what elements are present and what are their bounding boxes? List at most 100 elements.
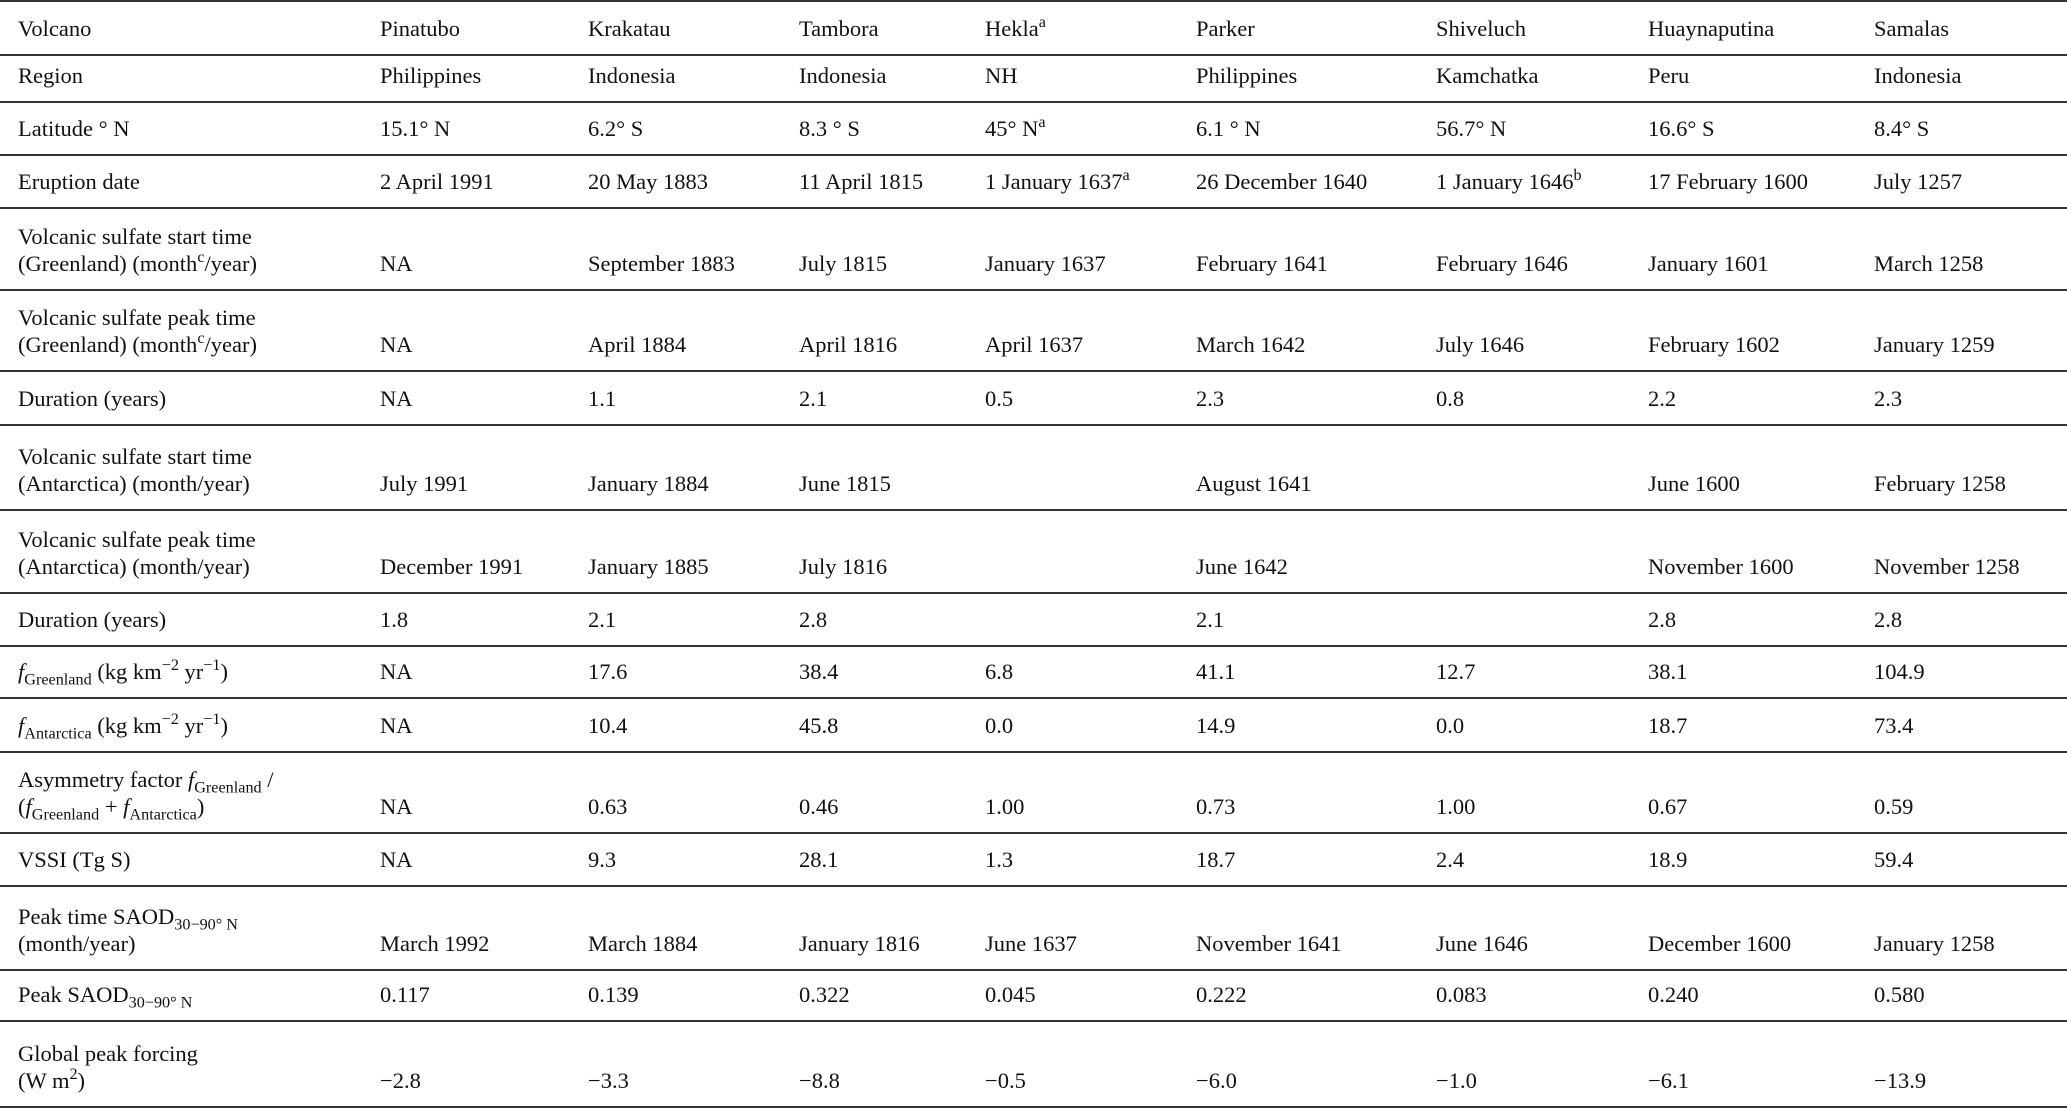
table-row: fGreenland (kg km−2 yr−1) NA 17.6 38.4 6.8 41…	[0, 645, 2067, 698]
table-cell: March 1642	[1196, 289, 1436, 371]
text-segment: (kg km	[91, 659, 162, 684]
table-cell: 6.1 ° N	[1196, 101, 1436, 155]
table-cell: July 1646	[1436, 289, 1648, 371]
table-cell	[1436, 509, 1648, 593]
table-cell: June 1815	[799, 424, 985, 510]
table-cell: September 1883	[588, 207, 799, 290]
text-segment: VSSI (Tg S)	[18, 847, 131, 872]
table-cell: 0.0	[985, 697, 1196, 752]
text-segment: 30−90° N	[174, 915, 238, 934]
table-row: VSSI (Tg S) NA 9.3 28.1 1.3 18.7 2.4 18.9 59.4	[0, 832, 2067, 886]
table-cell: 0.240	[1648, 969, 1874, 1021]
table-cell: −1.0	[1436, 1020, 1648, 1108]
table-cell: Peru	[1648, 54, 1874, 102]
text-segment: Eruption date	[18, 169, 140, 194]
table-cell: 8.3 ° S	[799, 101, 985, 155]
table-cell: 1.8	[380, 592, 588, 646]
text-segment: /year)	[204, 251, 257, 276]
table-cell: 0.73	[1196, 751, 1436, 833]
table-cell: February 1602	[1648, 289, 1874, 371]
table-row: fAntarctica (kg km−2 yr−1) NA 10.4 45.8 0.0 1…	[0, 697, 2067, 752]
row-label: Volcano	[0, 0, 380, 55]
table-row: Volcanic sulfate peak time (Greenland) (m…	[0, 289, 2067, 371]
table-cell: 0.083	[1436, 969, 1648, 1021]
text-segment: Region	[18, 63, 83, 88]
table-cell: 1.1	[588, 370, 799, 425]
table-row: Volcanic sulfate start time (Antarctica) …	[0, 424, 2067, 510]
table-cell: 28.1	[799, 832, 985, 886]
column-header: Tambora	[799, 0, 985, 55]
table-cell: 2 April 1991	[380, 154, 588, 208]
table-cell: December 1600	[1648, 885, 1874, 970]
table-cell: Indonesia	[799, 54, 985, 102]
text-segment: 1 January 1637	[985, 169, 1123, 194]
table-cell: 1 January 1646b	[1436, 154, 1648, 208]
column-header: Samalas	[1874, 0, 2067, 55]
text-segment: 30−90° N	[128, 993, 193, 1012]
text-segment: (Antarctica) (month/year)	[18, 554, 250, 579]
text-segment: Greenland	[24, 670, 92, 689]
row-label: Volcanic sulfate start time (Antarctica) …	[0, 424, 380, 510]
table-cell: NA	[380, 370, 588, 425]
text-segment: Peak time SAOD	[18, 904, 175, 929]
table-cell	[1436, 424, 1648, 510]
table-cell: January 1259	[1874, 289, 2067, 371]
table-cell: 20 May 1883	[588, 154, 799, 208]
column-header: Shiveluch	[1436, 0, 1648, 55]
text-segment: a	[1038, 113, 1046, 132]
table-cell: 11 April 1815	[799, 154, 985, 208]
table-cell: February 1641	[1196, 207, 1436, 290]
text-segment: Asymmetry factor	[18, 767, 188, 792]
row-label: Region	[0, 54, 380, 102]
row-label: VSSI (Tg S)	[0, 832, 380, 886]
text-segment: (Greenland) (month	[18, 332, 198, 357]
table-cell: January 1601	[1648, 207, 1874, 290]
text-segment: Volcanic sulfate peak time	[18, 527, 256, 552]
row-label: Asymmetry factor fGreenland / (fGreenland…	[0, 751, 380, 833]
table-cell: −13.9	[1874, 1020, 2067, 1108]
table-row: Duration (years) 1.8 2.1 2.8 2.1 2.8 2.8	[0, 592, 2067, 646]
text-segment: )	[220, 659, 229, 684]
text-segment: −1	[203, 710, 221, 729]
column-header: Parker	[1196, 0, 1436, 55]
table-cell: −3.3	[588, 1020, 799, 1108]
table-cell: 2.4	[1436, 832, 1648, 886]
table-cell: 6.2° S	[588, 101, 799, 155]
table-cell: November 1600	[1648, 509, 1874, 593]
table-cell: 41.1	[1196, 645, 1436, 698]
text-segment: f	[25, 794, 32, 819]
text-segment: a	[1122, 166, 1130, 185]
table-cell: July 1991	[380, 424, 588, 510]
table-cell: 2.8	[1874, 592, 2067, 646]
table-cell: June 1600	[1648, 424, 1874, 510]
table-cell: 2.1	[1196, 592, 1436, 646]
table-cell: 26 December 1640	[1196, 154, 1436, 208]
row-label: Volcanic sulfate peak time (Antarctica) (…	[0, 509, 380, 593]
table-row: Duration (years) NA 1.1 2.1 0.5 2.3 0.8 2.2 2.3	[0, 370, 2067, 425]
table-cell: 2.8	[1648, 592, 1874, 646]
table-cell: August 1641	[1196, 424, 1436, 510]
table-cell	[985, 424, 1196, 510]
header-row: Volcano Pinatubo Krakatau Tambora Heklaa Park…	[0, 0, 2067, 55]
text-segment: 1 January 1646	[1436, 169, 1574, 194]
text-segment: Global peak forcing	[18, 1041, 198, 1066]
text-segment: Greenland	[194, 778, 262, 797]
table-cell: 0.322	[799, 969, 985, 1021]
table-cell: April 1884	[588, 289, 799, 371]
table-cell: 45° Na	[985, 101, 1196, 155]
table-cell: NA	[380, 289, 588, 371]
table-cell: July 1815	[799, 207, 985, 290]
row-label: Global peak forcing (W m2)	[0, 1020, 380, 1108]
table-cell: 1 January 1637a	[985, 154, 1196, 208]
table-cell: June 1642	[1196, 509, 1436, 593]
table-row: Asymmetry factor fGreenland / (fGreenland…	[0, 751, 2067, 833]
table-cell: 0.67	[1648, 751, 1874, 833]
text-segment: Latitude ° N	[18, 116, 130, 141]
row-label: Volcanic sulfate start time (Greenland) (…	[0, 207, 380, 290]
table-row: Volcanic sulfate peak time (Antarctica) (…	[0, 509, 2067, 593]
table-cell: 16.6° S	[1648, 101, 1874, 155]
text-segment: −1	[203, 656, 221, 675]
table-cell: 18.9	[1648, 832, 1874, 886]
table-cell: 0.63	[588, 751, 799, 833]
